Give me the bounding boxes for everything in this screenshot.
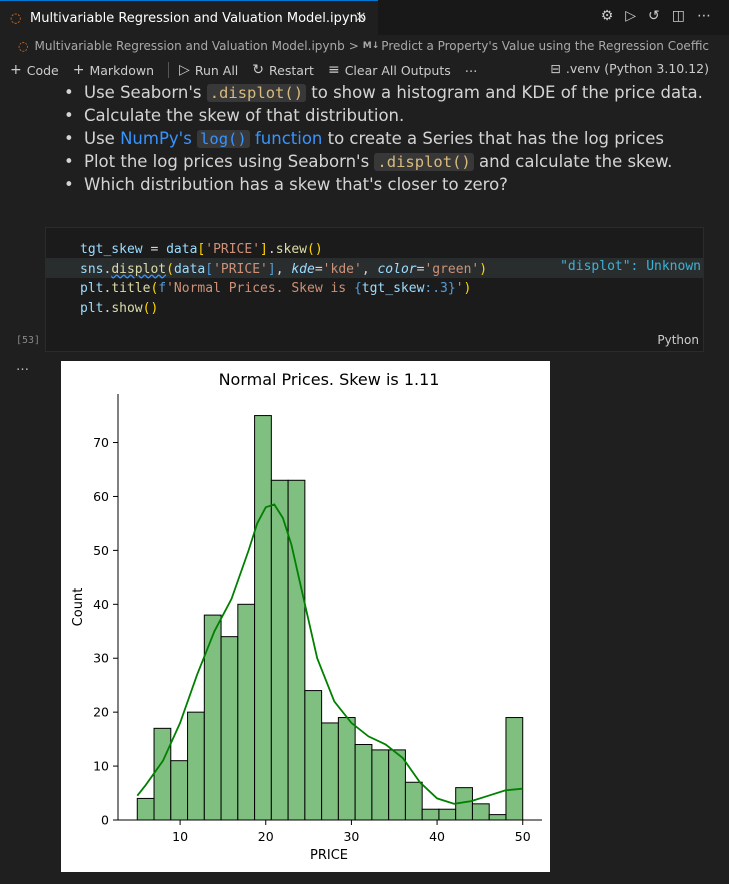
output-menu-icon[interactable]: … <box>16 359 29 374</box>
restart-icon: ↻ <box>252 62 265 78</box>
histogram-bar <box>304 690 323 821</box>
y-tick-label: 30 <box>93 651 109 666</box>
list-item: Use NumPy's log() function to create a S… <box>64 128 703 151</box>
x-tick-label: 40 <box>429 829 445 844</box>
histogram-bar <box>220 636 239 821</box>
price-histogram-chart: Normal Prices. Skew is 1.11 10 20 30 40 50 0… <box>71 370 542 863</box>
execution-count: [53] <box>16 335 41 346</box>
tab-bar: ◌ Multivariable Regression and Valuation… <box>0 0 729 35</box>
histogram-bar <box>270 479 289 821</box>
clear-all-icon: ≡ <box>327 62 340 78</box>
add-markdown-button[interactable]: + Markdown <box>73 62 154 78</box>
y-tick-label: 70 <box>93 435 109 450</box>
breadcrumb-file[interactable]: Multivariable Regression and Valuation M… <box>34 39 345 53</box>
histogram-bar <box>321 722 339 821</box>
current-line-highlight <box>46 258 703 278</box>
x-tick-label: 20 <box>258 829 274 844</box>
restart-button[interactable]: ↻ Restart <box>252 62 314 78</box>
y-tick-label: 40 <box>93 597 109 612</box>
y-axis-label: Count <box>71 588 86 627</box>
run-all-label: Run All <box>194 62 239 78</box>
notebook-toolbar: + Code + Markdown ▷ Run All ↻ Restart ≡ Clear… <box>0 58 729 82</box>
histogram-bar <box>187 711 205 821</box>
instruction-list: Use Seaborn's .displot() to show a histo… <box>64 82 703 197</box>
breadcrumb: ◌ Multivariable Regression and Valuation… <box>0 35 729 57</box>
kernel-picker[interactable]: ⊟ .venv (Python 3.10.12) <box>550 61 709 76</box>
list-item: Use Seaborn's .displot() to show a histo… <box>64 82 703 105</box>
histogram-bar <box>153 727 172 821</box>
type-hint: "displot": Unknown <box>560 259 701 274</box>
y-tick-label: 10 <box>93 759 109 774</box>
histogram-bar <box>505 717 524 821</box>
x-tick-label: 10 <box>172 829 188 844</box>
list-item: Calculate the skew of that distribution. <box>64 105 703 128</box>
x-axis-label: PRICE <box>310 848 348 863</box>
kernel-icon: ⊟ <box>550 61 561 76</box>
y-tick-label: 0 <box>101 813 109 828</box>
more-actions-icon[interactable]: ⋯ <box>697 8 711 24</box>
y-tick-label: 20 <box>93 705 109 720</box>
kernel-label: .venv (Python 3.10.12) <box>565 61 709 76</box>
histogram-bar <box>203 614 222 821</box>
tab-actions: ⚙ ▷ ↺ ◫ ⋯ <box>601 8 711 24</box>
log-link[interactable]: log() <box>197 130 250 148</box>
add-markdown-label: Markdown <box>89 62 155 78</box>
inline-code: .displot() <box>374 153 474 171</box>
jupyter-icon: ◌ <box>10 10 22 26</box>
plus-icon: + <box>10 62 22 78</box>
restart-label: Restart <box>269 62 314 78</box>
histogram-bar <box>254 415 272 821</box>
histogram-bar <box>488 814 507 821</box>
histogram-bar <box>371 749 390 821</box>
plus-icon: + <box>72 62 85 78</box>
markdown-cell[interactable]: Use Seaborn's .displot() to show a histo… <box>0 82 729 202</box>
kde-line <box>136 503 523 805</box>
histogram-bar <box>170 760 189 821</box>
list-item: Plot the log prices using Seaborn's .dis… <box>64 151 703 174</box>
code-editor[interactable]: tgt_skew = data['PRICE'].skew() sns.disp… <box>80 242 488 316</box>
histogram-bar <box>421 808 440 821</box>
more-icon: ⋯ <box>464 62 478 78</box>
histogram-bar <box>136 797 155 821</box>
settings-icon[interactable]: ⚙ <box>600 8 614 24</box>
histogram-bar <box>438 808 457 821</box>
run-all-button[interactable]: ▷ Run All <box>179 62 238 78</box>
inline-code: .displot() <box>206 84 307 102</box>
markdown-icon: M↓ <box>362 41 380 51</box>
toolbar-divider <box>168 62 170 78</box>
chart-title: Normal Prices. Skew is 1.11 <box>219 370 440 389</box>
add-code-button[interactable]: + Code <box>10 62 59 78</box>
x-tick-label: 50 <box>515 829 531 844</box>
code-cell[interactable]: tgt_skew = data['PRICE'].skew() sns.disp… <box>45 227 704 352</box>
run-icon[interactable]: ▷ <box>625 8 637 24</box>
histogram-bar <box>237 603 256 821</box>
histogram-bar <box>287 479 306 821</box>
list-item: Which distribution has a skew that's clo… <box>64 174 703 197</box>
plot-output: Normal Prices. Skew is 1.11 10 20 30 40 50 0… <box>61 361 550 872</box>
more-toolbar-button[interactable]: ⋯ <box>465 63 478 78</box>
clear-outputs-button[interactable]: ≡ Clear All Outputs <box>328 62 451 78</box>
jupyter-icon: ◌ <box>18 39 29 53</box>
split-editor-icon[interactable]: ◫ <box>671 8 685 24</box>
language-label[interactable]: Python <box>657 333 699 347</box>
run-all-icon: ▷ <box>179 62 190 78</box>
numpy-link[interactable]: NumPy's <box>120 129 198 148</box>
histogram-bar <box>388 749 406 821</box>
x-tick-label: 30 <box>343 829 359 844</box>
y-tick-label: 50 <box>93 543 109 558</box>
histogram-bar <box>404 781 423 821</box>
histogram-bar <box>471 803 490 821</box>
histogram-bar <box>337 717 356 821</box>
close-icon[interactable]: × <box>355 9 367 25</box>
function-link[interactable]: function <box>249 129 323 148</box>
y-tick-label: 60 <box>93 489 109 504</box>
breadcrumb-separator: > <box>348 39 359 53</box>
tab-notebook[interactable]: ◌ Multivariable Regression and Valuation… <box>0 0 378 35</box>
history-icon[interactable]: ↺ <box>648 8 660 24</box>
tab-title: Multivariable Regression and Valuation M… <box>30 10 367 26</box>
clear-outputs-label: Clear All Outputs <box>344 62 451 78</box>
add-code-label: Code <box>26 62 59 78</box>
histogram-bar <box>354 744 373 821</box>
breadcrumb-section[interactable]: Predict a Property's Value using the Reg… <box>381 39 710 53</box>
